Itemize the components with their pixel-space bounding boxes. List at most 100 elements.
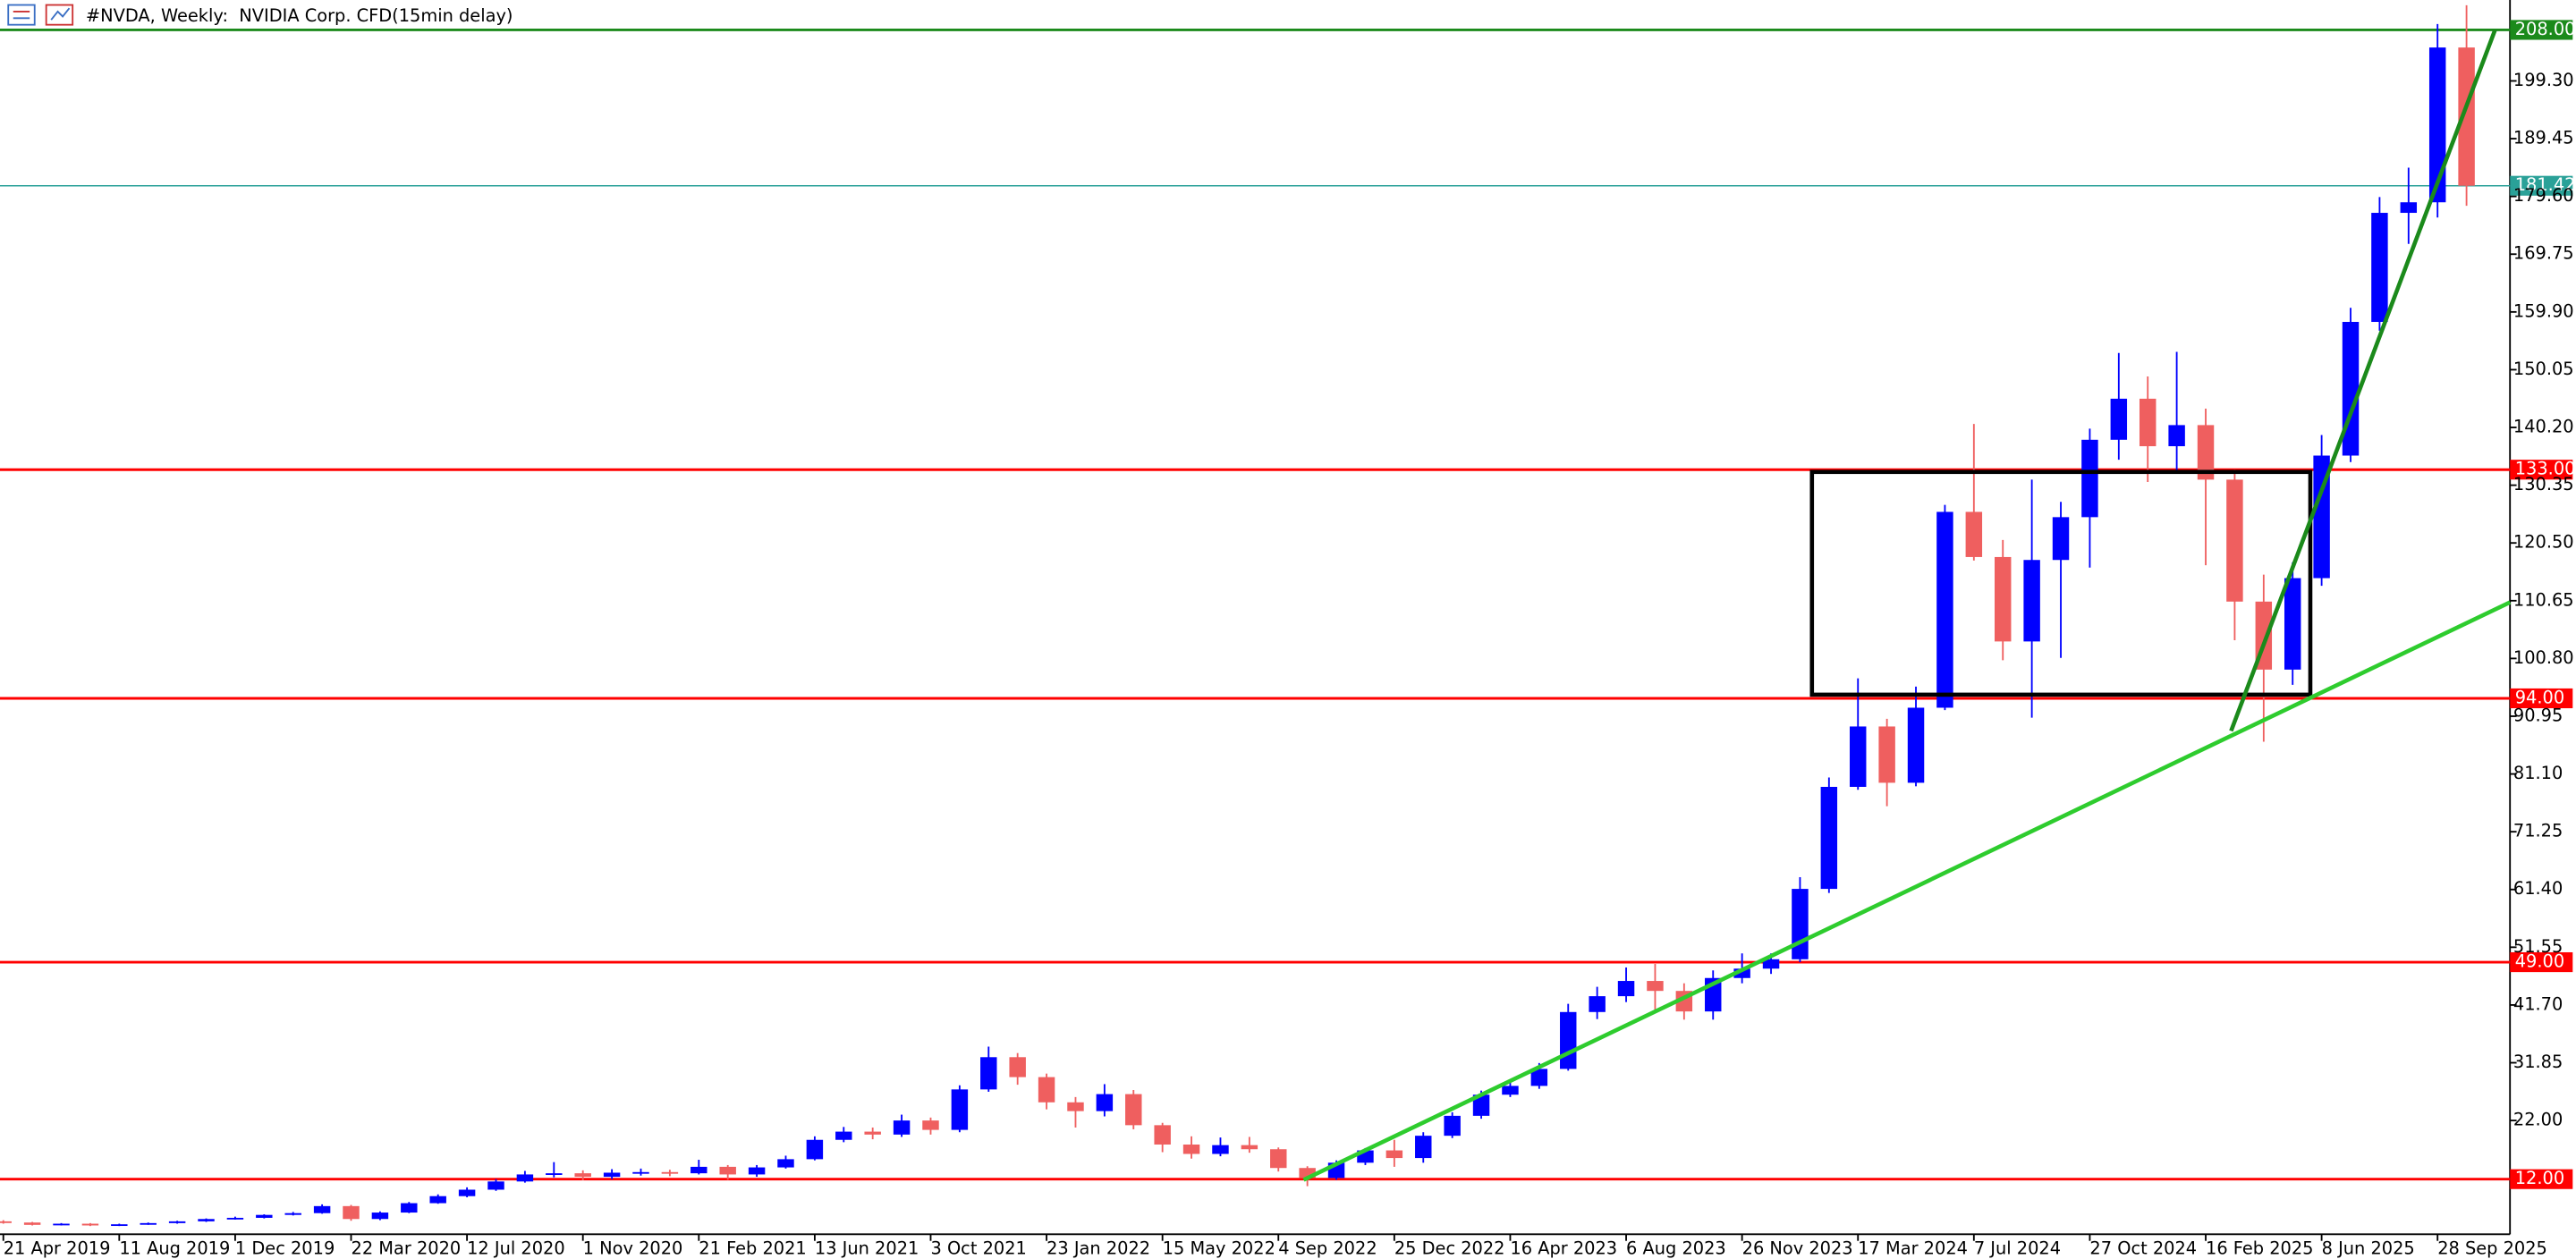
level-label: 49.00 <box>2515 951 2564 972</box>
y-tick-label: 81.10 <box>2513 763 2563 783</box>
candle-body <box>1530 1069 1548 1086</box>
x-tick-label: 27 Oct 2024 <box>2089 1238 2197 1258</box>
candle-body <box>429 1196 446 1204</box>
candle-body <box>401 1203 418 1213</box>
candle-body <box>1850 726 1867 787</box>
x-tick-label: 26 Nov 2023 <box>1742 1238 1853 1258</box>
candle-body <box>1212 1145 1229 1154</box>
candle-body <box>2342 321 2360 456</box>
x-tick-label: 25 Dec 2022 <box>1394 1238 1505 1258</box>
y-tick-label: 71.25 <box>2513 821 2563 841</box>
x-tick-label: 21 Feb 2021 <box>699 1238 806 1258</box>
candle-body <box>343 1205 360 1220</box>
x-tick-label: 4 Sep 2022 <box>1278 1238 1377 1258</box>
x-tick-label: 11 Aug 2019 <box>119 1238 230 1258</box>
axes: 22.00 31.85 41.70 51.55 61.40 71.25 81.10 90.95… <box>2 70 2574 1258</box>
candle-body <box>516 1174 534 1182</box>
candle-body <box>2313 455 2330 579</box>
candle-body <box>748 1167 766 1175</box>
trend-line <box>1302 600 2512 1182</box>
x-tick-label: 7 Jul 2024 <box>1974 1238 2061 1258</box>
candle-body <box>632 1171 649 1174</box>
x-tick-label: 21 Apr 2019 <box>4 1238 111 1258</box>
y-tick-label: 110.65 <box>2513 589 2574 610</box>
candle-body <box>546 1173 563 1175</box>
y-tick-label: 159.90 <box>2513 300 2574 321</box>
y-tick-label: 120.50 <box>2513 532 2574 553</box>
level-label: 12.00 <box>2515 1168 2564 1188</box>
toolbar-icons[interactable] <box>7 4 74 26</box>
candle-body <box>1936 511 1953 708</box>
x-tick-label: 23 Jan 2022 <box>1046 1238 1150 1258</box>
candle-body <box>1444 1115 1461 1136</box>
candle-body <box>256 1214 273 1218</box>
candle-body <box>835 1131 852 1140</box>
level-label: 133.00 <box>2515 459 2576 479</box>
y-tick-label: 41.70 <box>2513 993 2563 1014</box>
y-tick-label: 150.05 <box>2513 359 2574 379</box>
y-tick-label: 31.85 <box>2513 1052 2563 1072</box>
x-tick-label: 12 Jul 2020 <box>467 1238 565 1258</box>
candle-body <box>198 1219 215 1221</box>
candle-body <box>922 1120 939 1130</box>
x-tick-label: 28 Sep 2025 <box>2437 1238 2547 1258</box>
candle-body <box>980 1057 997 1090</box>
candle-body <box>1733 968 1750 978</box>
y-tick-label: 140.20 <box>2513 417 2574 437</box>
candle-body <box>1096 1094 1114 1111</box>
candle-body <box>2023 560 2040 642</box>
candle-body <box>226 1217 244 1220</box>
level-label-box <box>2510 175 2573 196</box>
x-tick-label: 6 Aug 2023 <box>1626 1238 1726 1258</box>
candle-body <box>1415 1136 1432 1159</box>
candle-body <box>1792 889 1809 959</box>
candle-body <box>1125 1094 1142 1126</box>
x-tick-label: 16 Feb 2025 <box>2206 1238 2313 1258</box>
candle-body <box>1067 1102 1084 1111</box>
candle-body <box>487 1181 504 1190</box>
x-tick-label: 22 Mar 2020 <box>352 1238 462 1258</box>
y-tick-label: 100.80 <box>2513 647 2574 668</box>
candle-body <box>53 1223 70 1226</box>
candle-body <box>719 1166 736 1175</box>
candle-body <box>2226 479 2243 602</box>
y-tick-label: 22.00 <box>2513 1110 2563 1130</box>
candle-body <box>1820 786 1838 890</box>
level-label: 208.00 <box>2515 19 2576 39</box>
candle-body <box>951 1089 969 1130</box>
candle-body <box>777 1159 794 1168</box>
candle-body <box>864 1131 881 1135</box>
candle-body <box>893 1120 911 1135</box>
candle-body <box>284 1213 301 1215</box>
y-tick-label: 61.40 <box>2513 878 2563 899</box>
candle-body <box>1472 1094 1490 1116</box>
candle-body <box>1878 726 1895 783</box>
candle-body <box>2139 398 2157 447</box>
x-tick-label: 16 Apr 2023 <box>1510 1238 1617 1258</box>
range-box <box>1809 469 2313 697</box>
candle-body <box>313 1205 331 1213</box>
level-label-box <box>2510 951 2573 973</box>
candle-body <box>1154 1125 1171 1145</box>
candle-body <box>1009 1057 1026 1077</box>
candles <box>0 4 2475 1227</box>
chart-title: #NVDA, Weekly: NVIDIA Corp. CFD(15min de… <box>86 5 513 26</box>
icon-chart[interactable] <box>45 4 74 26</box>
candle-body <box>1502 1086 1519 1095</box>
level-label-box <box>2510 20 2573 40</box>
level-label: 181.42 <box>2515 174 2576 195</box>
candle-body <box>661 1171 679 1174</box>
candle-body <box>0 1221 12 1223</box>
candle-body <box>1617 981 1635 997</box>
candle-body <box>574 1173 591 1178</box>
candle-body <box>1270 1149 1287 1169</box>
candle-body <box>168 1221 186 1223</box>
candle-body <box>1762 959 1780 969</box>
level-label-box <box>2510 460 2573 480</box>
candle-body <box>2458 47 2475 186</box>
icon-menu[interactable] <box>7 4 36 26</box>
x-tick-label: 1 Dec 2019 <box>235 1238 335 1258</box>
x-tick-label: 13 Jun 2021 <box>815 1238 919 1258</box>
y-tick-label: 179.60 <box>2513 185 2574 206</box>
candle-body <box>2052 517 2070 561</box>
